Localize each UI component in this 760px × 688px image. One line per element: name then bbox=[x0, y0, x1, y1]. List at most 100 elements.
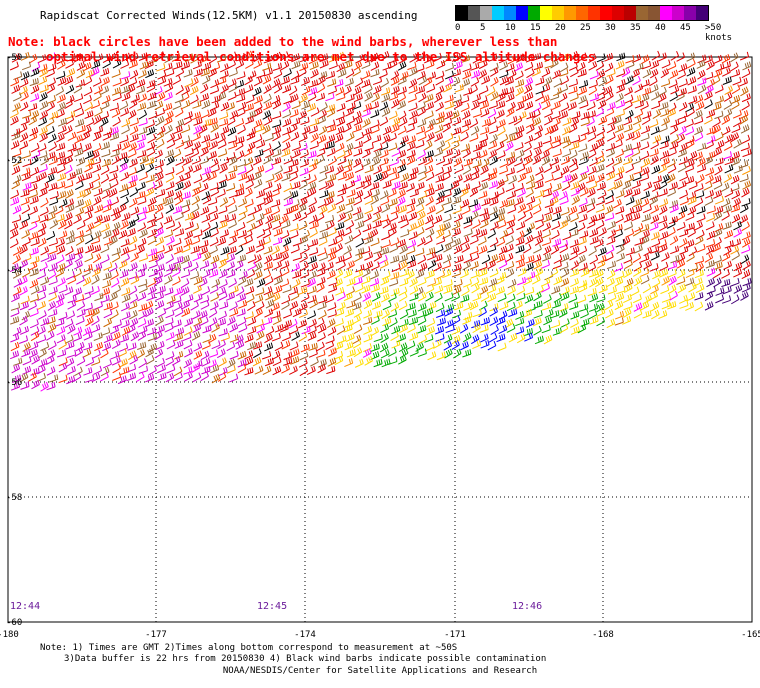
wind-barb bbox=[57, 117, 67, 127]
wind-barb bbox=[65, 246, 74, 256]
wind-barb bbox=[481, 75, 491, 85]
wind-barb bbox=[453, 348, 462, 359]
wind-barb bbox=[551, 300, 561, 309]
wind-barb bbox=[478, 245, 488, 255]
wind-barb bbox=[497, 119, 506, 129]
wind-barb bbox=[103, 309, 113, 319]
wind-barb bbox=[244, 311, 254, 320]
wind-barb bbox=[615, 166, 625, 176]
wind-barb bbox=[505, 151, 516, 160]
wind-barb bbox=[308, 214, 318, 225]
wind-barb bbox=[570, 318, 579, 328]
wind-barb bbox=[55, 267, 65, 278]
wind-barb bbox=[415, 181, 425, 191]
wind-barb bbox=[56, 70, 66, 80]
wind-barb bbox=[381, 293, 390, 303]
wind-barb bbox=[517, 211, 527, 222]
wind-barb bbox=[190, 245, 200, 254]
wind-barb bbox=[479, 324, 489, 333]
wind-barb bbox=[634, 100, 644, 109]
wind-barb bbox=[361, 60, 371, 69]
wind-barb bbox=[273, 51, 282, 62]
wind-barb bbox=[288, 85, 298, 96]
wind-barb bbox=[551, 100, 561, 110]
wind-barb bbox=[282, 84, 292, 94]
wind-barb bbox=[650, 204, 660, 214]
wind-barb bbox=[165, 331, 175, 341]
wind-barb bbox=[28, 115, 38, 126]
wind-barb bbox=[362, 348, 372, 358]
wind-barb bbox=[19, 101, 29, 112]
wind-barb bbox=[271, 310, 281, 319]
wind-barb bbox=[263, 101, 273, 111]
wind-barb bbox=[352, 101, 362, 111]
wind-barb bbox=[551, 135, 561, 144]
wind-barb bbox=[352, 86, 362, 96]
wind-barb bbox=[218, 269, 228, 279]
wind-barb bbox=[20, 51, 30, 61]
wind-barb bbox=[569, 239, 579, 248]
wind-barb bbox=[498, 54, 508, 64]
wind-barb bbox=[604, 52, 614, 62]
wind-barb bbox=[154, 100, 164, 111]
wind-barb bbox=[129, 117, 139, 127]
wind-barb bbox=[127, 342, 137, 351]
wind-barb bbox=[561, 181, 571, 192]
wind-barb bbox=[75, 207, 85, 217]
wind-barb bbox=[463, 158, 473, 167]
wind-barb bbox=[219, 197, 229, 207]
wind-barb bbox=[388, 347, 397, 357]
wind-barb bbox=[399, 71, 409, 81]
wind-barb bbox=[506, 219, 516, 230]
wind-barb bbox=[217, 286, 226, 297]
wind-barb bbox=[496, 100, 506, 110]
wind-barb bbox=[406, 302, 416, 311]
wind-barb bbox=[625, 196, 635, 206]
wind-barb bbox=[594, 269, 604, 279]
wind-barb bbox=[677, 87, 687, 97]
wind-barb bbox=[262, 62, 272, 71]
wind-barb bbox=[625, 131, 635, 141]
wind-barb bbox=[93, 125, 104, 135]
wind-barb bbox=[407, 309, 417, 318]
wind-barb bbox=[542, 135, 552, 145]
wind-barb bbox=[84, 150, 94, 160]
wind-barb bbox=[706, 205, 716, 214]
wind-barb bbox=[317, 199, 327, 209]
legend-label: 35 bbox=[630, 23, 641, 33]
wind-barb bbox=[558, 92, 568, 103]
wind-barb bbox=[595, 107, 605, 118]
wind-barb bbox=[100, 173, 110, 184]
wind-barb bbox=[589, 236, 599, 245]
wind-barb bbox=[191, 363, 200, 373]
wind-barb bbox=[400, 229, 410, 238]
wind-barb bbox=[721, 252, 731, 262]
wind-barb bbox=[155, 130, 165, 141]
wind-barb bbox=[253, 52, 262, 63]
wind-barb bbox=[173, 61, 183, 70]
wind-barb bbox=[406, 270, 415, 280]
wind-barb bbox=[181, 300, 190, 310]
wind-barb bbox=[165, 254, 174, 264]
wind-barb bbox=[156, 285, 166, 294]
wind-barb bbox=[605, 157, 615, 168]
wind-barb bbox=[382, 126, 392, 136]
wind-barb bbox=[155, 340, 165, 350]
wind-barb bbox=[328, 347, 337, 357]
wind-barb bbox=[264, 163, 274, 173]
wind-barb bbox=[166, 364, 176, 374]
wind-barb bbox=[353, 116, 363, 126]
wind-barb bbox=[685, 103, 695, 113]
wind-barb bbox=[270, 302, 280, 312]
wind-barb bbox=[525, 174, 535, 185]
wind-barb bbox=[191, 310, 201, 320]
wind-barb bbox=[91, 173, 101, 184]
wind-barb bbox=[397, 149, 407, 159]
wind-barb bbox=[58, 284, 68, 294]
wind-barb bbox=[427, 259, 437, 270]
wind-barb bbox=[713, 228, 723, 238]
wind-barb bbox=[193, 68, 203, 77]
wind-barb bbox=[208, 262, 218, 272]
wind-barb bbox=[504, 252, 514, 263]
wind-barb bbox=[327, 318, 336, 329]
